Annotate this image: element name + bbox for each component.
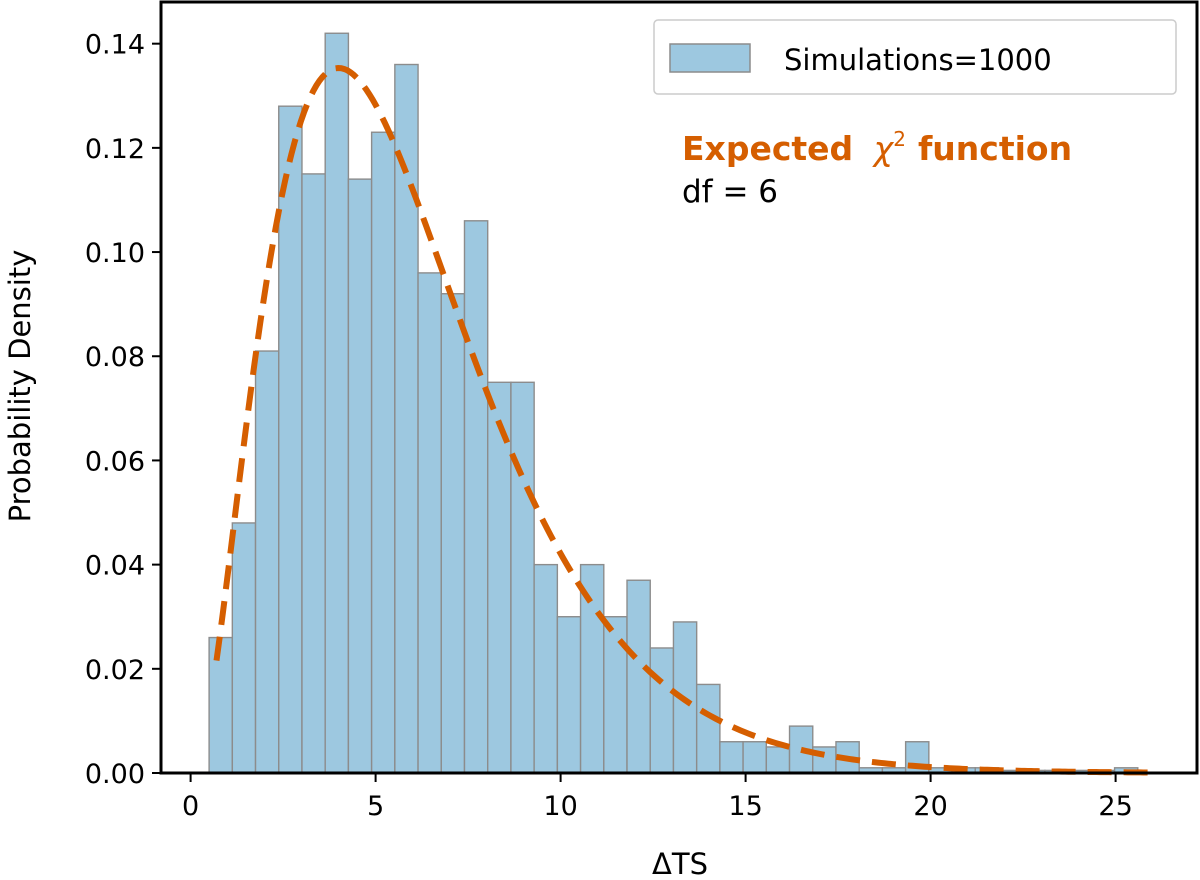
- histogram-bar: [347, 178, 373, 774]
- y-tick-label: 0.12: [85, 134, 145, 165]
- x-tick-label: 5: [367, 791, 384, 822]
- histogram-bar: [254, 350, 280, 774]
- annotation-superscript: 2: [893, 127, 906, 151]
- histogram-bar: [440, 293, 466, 774]
- y-tick-label: 0.14: [85, 30, 145, 61]
- histogram-bar: [742, 741, 768, 774]
- chi2-annotation: Expected χ2 function df = 6: [682, 127, 1072, 210]
- histogram-bar: [649, 647, 675, 774]
- y-tick-label: 0.06: [85, 446, 145, 477]
- y-tick-label: 0.04: [85, 551, 145, 582]
- annotation-title: Expected χ2 function: [682, 127, 1072, 168]
- histogram-bar: [208, 636, 234, 774]
- plot-frame: [159, 0, 1199, 775]
- x-tick-label: 15: [728, 791, 762, 822]
- histogram-bar: [417, 272, 442, 774]
- histogram-bar: [510, 381, 535, 774]
- legend-box: [653, 19, 1177, 95]
- x-tick-label: 20: [913, 791, 947, 822]
- histogram-bar: [324, 32, 350, 774]
- histogram-bar: [231, 522, 257, 774]
- legend-swatch: [669, 43, 751, 73]
- y-axis-label: Probability Density: [3, 250, 37, 523]
- x-tick-label: 10: [543, 791, 577, 822]
- chi2-curve: [213, 64, 1153, 776]
- legend: Simulations=1000: [653, 19, 1177, 95]
- histogram-bar: [695, 683, 721, 774]
- y-tick-label: 0.10: [85, 238, 145, 269]
- annotation-df: df = 6: [682, 174, 778, 210]
- x-axis-label: ΔTS: [652, 847, 708, 880]
- histogram-bar: [533, 563, 559, 774]
- histogram-bar: [556, 616, 582, 774]
- y-tick-label: 0.08: [85, 342, 145, 373]
- histogram-bar: [370, 131, 396, 774]
- histogram-bar: [719, 741, 744, 774]
- y-tick-label: 0.02: [85, 655, 145, 686]
- histogram-bar: [626, 579, 651, 774]
- x-tick-label: 0: [182, 791, 199, 822]
- legend-label: Simulations=1000: [784, 43, 1052, 77]
- y-tick-label: 0.00: [85, 759, 145, 790]
- x-tick-label: 25: [1098, 791, 1132, 822]
- axes: 0 5 10 15 20 25 0.00 0.02 0.04 0.06 0.08 0.10 0.12 0.…: [85, 0, 1199, 822]
- histogram-bar: [765, 746, 791, 774]
- histogram-bar: [301, 173, 326, 774]
- annotation-chi-symbol: χ: [872, 129, 895, 168]
- histogram-bar: [278, 105, 303, 774]
- histogram-bar: [463, 220, 489, 774]
- annotation-title-prefix: Expected: [682, 129, 853, 168]
- annotation-title-suffix: function: [918, 129, 1072, 168]
